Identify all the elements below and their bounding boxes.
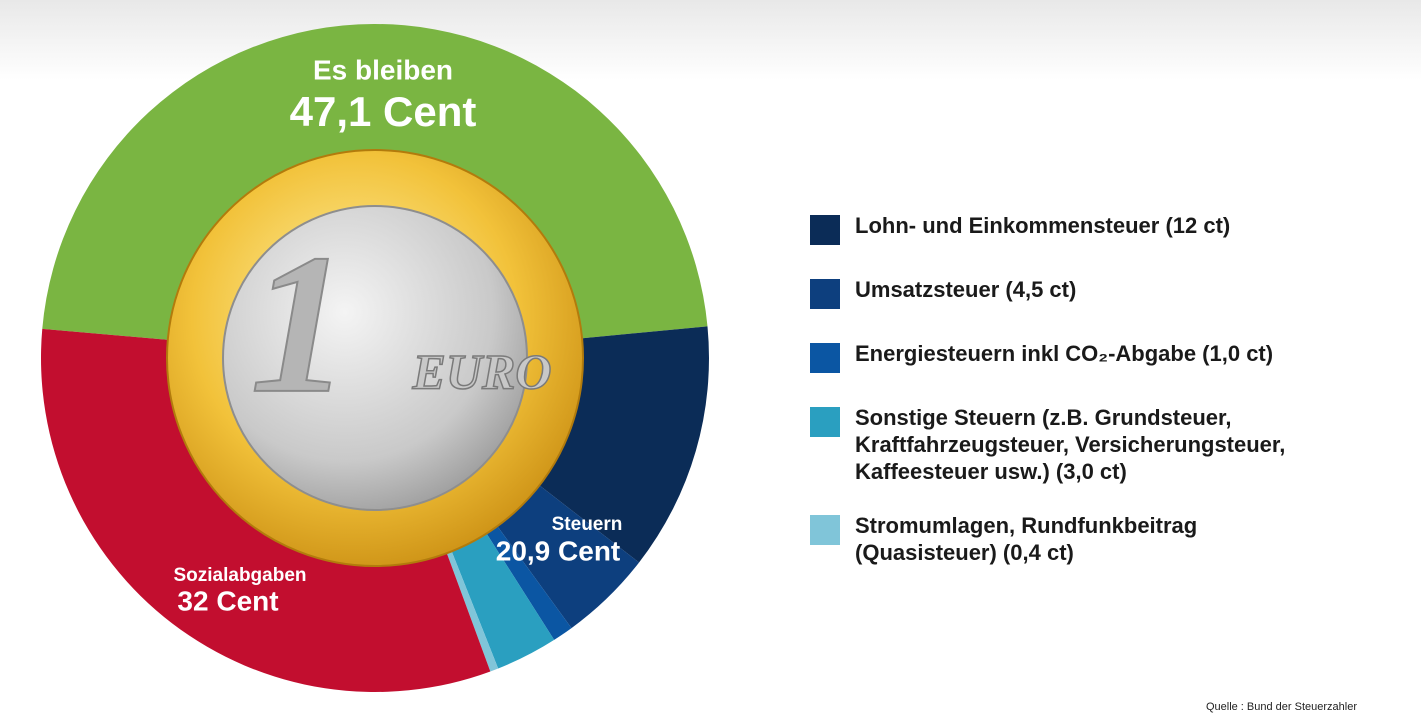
legend-label: Kraftfahrzeugsteuer, Versicherungsteuer, <box>855 432 1285 457</box>
slice <box>40 328 491 692</box>
slice-name: Es bleiben <box>313 54 453 85</box>
coin-text: EURO <box>412 343 552 399</box>
legend: Lohn- und Einkommensteuer (12 ct) Umsatzs… <box>810 213 1285 565</box>
slice-value: 32 Cent <box>177 585 278 616</box>
legend-swatch <box>810 407 840 437</box>
legend-swatch <box>810 279 840 309</box>
legend-label: Lohn- und Einkommensteuer (12 ct) <box>855 213 1230 238</box>
slice-labels: Es bleiben 47,1 Cent Sozialabgaben 32 Ce… <box>173 54 622 616</box>
legend-label: Umsatzsteuer (4,5 ct) <box>855 277 1076 302</box>
legend-swatch <box>810 343 840 373</box>
legend-label: Energiesteuern inkl CO₂-Abgabe (1,0 ct) <box>855 341 1273 366</box>
coin-numeral: 1 <box>250 214 350 435</box>
slice <box>485 524 572 640</box>
legend-label: Sonstige Steuern (z.B. Grundsteuer, <box>855 405 1232 430</box>
legend-label: (Quasisteuer) (0,4 ct) <box>855 540 1074 565</box>
legend-swatch <box>810 215 840 245</box>
slice <box>496 484 640 629</box>
slice-value: 20,9 Cent <box>496 535 621 566</box>
slice <box>446 549 499 672</box>
slice-name: Sozialabgaben <box>173 565 306 586</box>
legend-label: Kaffeesteuer usw.) (3,0 ct) <box>855 459 1127 484</box>
legend-label: Stromumlagen, Rundfunkbeitrag <box>855 513 1197 538</box>
slice <box>42 23 708 341</box>
slice <box>450 531 555 669</box>
coin-center <box>222 205 528 511</box>
slice-value: 47,1 Cent <box>290 88 477 135</box>
legend-swatch <box>810 515 840 545</box>
slice-name: Steuern <box>552 514 623 535</box>
source: Quelle : Bund der Steuerzahler <box>1206 701 1357 713</box>
